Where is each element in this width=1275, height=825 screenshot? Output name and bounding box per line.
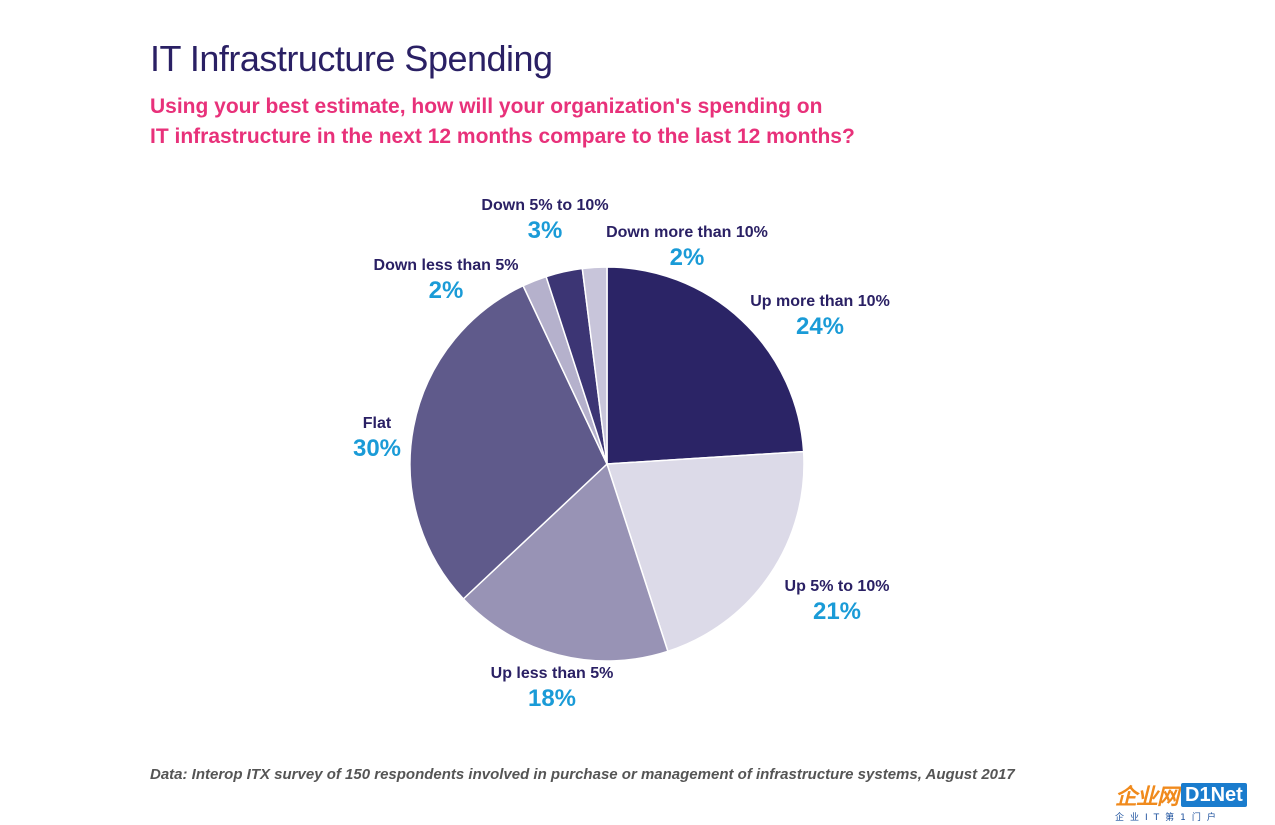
chart-subtitle: Using your best estimate, how will your … [150, 92, 1050, 152]
slice-category-label: Down more than 10% [606, 224, 768, 241]
subtitle-line-1: Using your best estimate, how will your … [150, 95, 823, 118]
slice-value-label: 30% [353, 435, 401, 462]
pie-slice-1 [605, 450, 805, 653]
slice-value-label: 3% [528, 217, 563, 244]
slice-value-label: 2% [670, 244, 705, 271]
pie-slice-0 [606, 266, 805, 465]
subtitle-line-2: IT infrastructure in the next 12 months … [150, 125, 855, 148]
slice-value-label: 18% [528, 685, 576, 712]
slice-category-label: Down 5% to 10% [481, 197, 608, 214]
data-source-note: Data: Interop ITX survey of 150 responde… [150, 766, 1015, 783]
logo-brand-cn: 企业网 [1115, 785, 1179, 810]
d1net-logo: 企业网 D1Net 企业IT第1门户 [1115, 782, 1273, 823]
slice-category-label: Up more than 10% [750, 293, 890, 310]
slice-value-label: 21% [813, 598, 861, 625]
slice-value-label: 2% [429, 277, 464, 304]
slice-category-label: Up 5% to 10% [785, 578, 890, 595]
pie-labels: Up more than 10% 24% Up 5% to 10% 21% Up les… [353, 197, 890, 712]
slice-category-label: Down less than 5% [374, 257, 519, 274]
pie-slices [409, 266, 805, 662]
slice-category-label: Flat [363, 415, 392, 432]
logo-tagline: 企业IT第1门户 [1115, 813, 1222, 823]
pie-slice-6 [581, 266, 608, 465]
pie-slice-3 [409, 284, 608, 600]
chart-title: IT Infrastructure Spending [150, 38, 553, 79]
pie-slice-2 [462, 462, 669, 662]
slice-value-label: 24% [796, 313, 844, 340]
logo-brand-en: D1Net [1181, 783, 1247, 807]
slice-category-label: Up less than 5% [491, 665, 614, 682]
